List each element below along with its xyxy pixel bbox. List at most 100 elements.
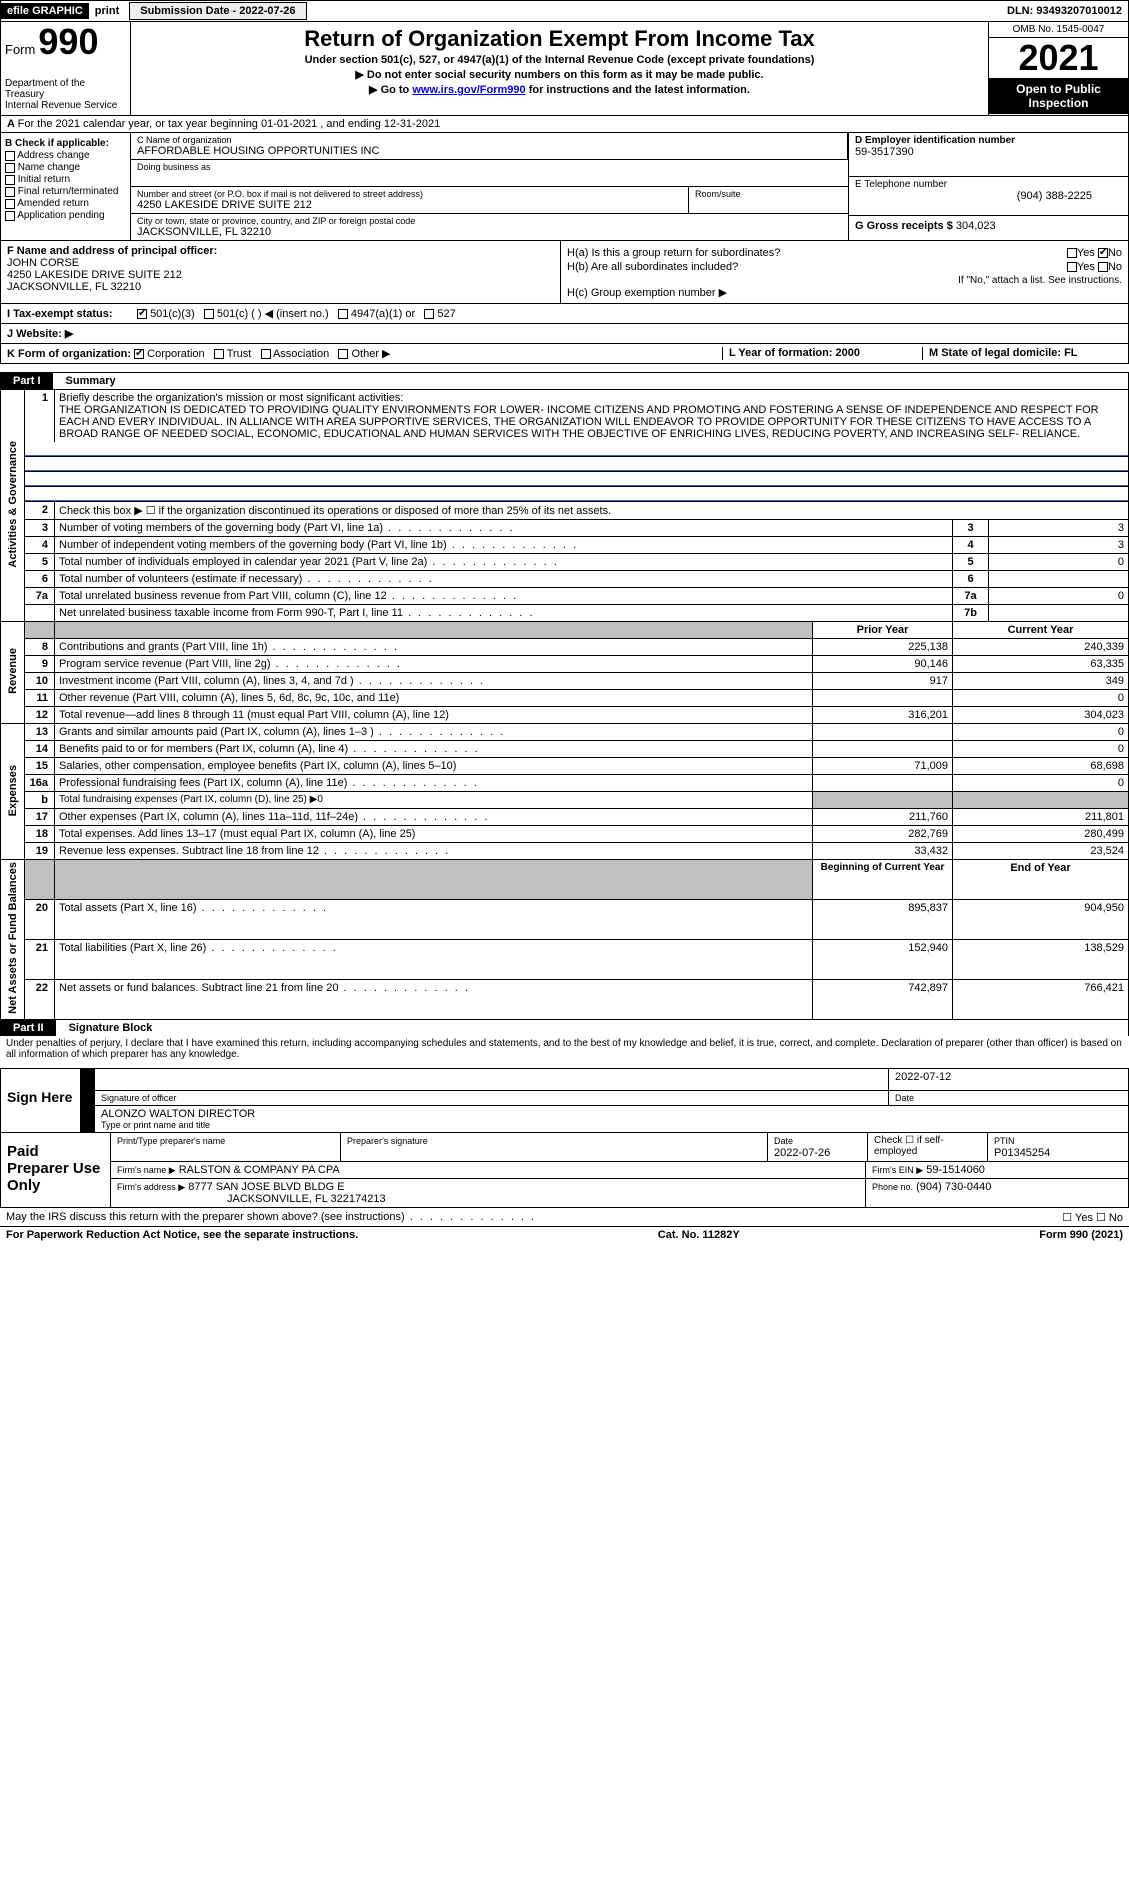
irs-link[interactable]: www.irs.gov/Form990 bbox=[412, 84, 525, 96]
cur-val: 349 bbox=[953, 673, 1129, 690]
f-label: F Name and address of principal officer: bbox=[7, 245, 554, 257]
name-label: Type or print name and title bbox=[101, 1120, 1122, 1130]
cur-val: 904,950 bbox=[953, 900, 1129, 940]
net-header-row: Net Assets or Fund BalancesBeginning of … bbox=[1, 860, 1129, 900]
firm-addr-lbl: Firm's address ▶ bbox=[117, 1182, 185, 1192]
line-text: Total assets (Part X, line 16) bbox=[59, 902, 328, 914]
prior-val: 895,837 bbox=[813, 900, 953, 940]
i-527[interactable]: 527 bbox=[424, 308, 455, 320]
i-4947[interactable]: 4947(a)(1) or bbox=[338, 308, 415, 320]
officer-name: JOHN CORSE bbox=[7, 257, 554, 269]
h-a-no: No bbox=[1108, 247, 1122, 259]
line-9-row: 9Program service revenue (Part VIII, lin… bbox=[1, 656, 1129, 673]
h-a-answer[interactable]: Yes No bbox=[1067, 247, 1122, 259]
line-7a-row: 7a Total unrelated business revenue from… bbox=[1, 588, 1129, 605]
i-opt: 501(c)(3) bbox=[150, 308, 195, 320]
header-center: Return of Organization Exempt From Incom… bbox=[131, 22, 988, 115]
line-num: 5 bbox=[25, 554, 55, 571]
sidebar-expenses: Expenses bbox=[1, 724, 25, 860]
k-opt: Corporation bbox=[147, 348, 204, 360]
opt-amended[interactable]: Amended return bbox=[5, 198, 126, 209]
cur-val: 0 bbox=[953, 775, 1129, 792]
g-label: G Gross receipts $ bbox=[855, 220, 953, 232]
line-17-row: 17Other expenses (Part IX, column (A), l… bbox=[1, 809, 1129, 826]
line-text: Revenue less expenses. Subtract line 18 … bbox=[59, 845, 450, 857]
m-domicile: M State of legal domicile: FL bbox=[922, 347, 1122, 360]
k-other[interactable]: Other ▶ bbox=[338, 348, 390, 360]
l-year-formation: L Year of formation: 2000 bbox=[722, 347, 922, 360]
cur-val-gray bbox=[953, 792, 1129, 809]
cat-no: Cat. No. 11282Y bbox=[358, 1229, 1039, 1241]
box-deg: D Employer identification number 59-3517… bbox=[848, 133, 1128, 240]
firm-ein: 59-1514060 bbox=[926, 1164, 985, 1176]
firm-phone-lbl: Phone no. bbox=[872, 1182, 913, 1192]
omb-number: OMB No. 1545-0047 bbox=[989, 22, 1128, 38]
sidebar-net-assets: Net Assets or Fund Balances bbox=[1, 860, 25, 1020]
line-val: 0 bbox=[989, 588, 1129, 605]
k-assoc[interactable]: Association bbox=[261, 348, 330, 360]
i-label: I Tax-exempt status: bbox=[7, 308, 137, 320]
k-corp[interactable]: Corporation bbox=[134, 348, 205, 360]
prior-year-hdr: Prior Year bbox=[813, 622, 953, 639]
row-a: A For the 2021 calendar year, or tax yea… bbox=[0, 115, 1129, 132]
row-a-label: A bbox=[7, 118, 15, 130]
line-num: 11 bbox=[25, 690, 55, 707]
opt-final-return[interactable]: Final return/terminated bbox=[5, 186, 126, 197]
row-j: J Website: ▶ bbox=[0, 323, 1129, 343]
k-trust[interactable]: Trust bbox=[214, 348, 252, 360]
submission-date-button[interactable]: Submission Date - 2022-07-26 bbox=[129, 2, 306, 20]
cur-val: 138,529 bbox=[953, 940, 1129, 980]
line-num: 6 bbox=[25, 571, 55, 588]
header-right: OMB No. 1545-0047 2021 Open to Public In… bbox=[988, 22, 1128, 115]
end-year-hdr: End of Year bbox=[953, 860, 1129, 900]
sign-date: 2022-07-12 bbox=[888, 1069, 1128, 1090]
line-22-row: 22Net assets or fund balances. Subtract … bbox=[1, 980, 1129, 1020]
opt-application[interactable]: Application pending bbox=[5, 210, 126, 221]
line-num: 4 bbox=[25, 537, 55, 554]
line-16b-row: bTotal fundraising expenses (Part IX, co… bbox=[1, 792, 1129, 809]
print-label[interactable]: print bbox=[89, 3, 125, 19]
city-label: City or town, state or province, country… bbox=[137, 216, 842, 226]
line-num: 13 bbox=[25, 724, 55, 741]
h-b-label: H(b) Are all subordinates included? bbox=[567, 261, 738, 273]
prior-val: 211,760 bbox=[813, 809, 953, 826]
room-label: Room/suite bbox=[695, 189, 842, 199]
line-val bbox=[989, 605, 1129, 622]
d-label: D Employer identification number bbox=[855, 135, 1122, 146]
prior-val: 90,146 bbox=[813, 656, 953, 673]
discuss-opts[interactable]: ☐ Yes ☐ No bbox=[1062, 1211, 1123, 1224]
line-text: Total expenses. Add lines 13–17 (must eq… bbox=[59, 828, 415, 840]
line-box: 6 bbox=[953, 571, 989, 588]
ptin-val: P01345254 bbox=[994, 1147, 1050, 1159]
line-text: Net unrelated business taxable income fr… bbox=[59, 607, 534, 619]
firm-addr2: JACKSONVILLE, FL 322174213 bbox=[227, 1193, 386, 1205]
line-14-row: 14Benefits paid to or for members (Part … bbox=[1, 741, 1129, 758]
i-501c3[interactable]: 501(c)(3) bbox=[137, 308, 195, 320]
line-box: 5 bbox=[953, 554, 989, 571]
line-num: 14 bbox=[25, 741, 55, 758]
opt-address-change[interactable]: Address change bbox=[5, 150, 126, 161]
line-15-row: 15Salaries, other compensation, employee… bbox=[1, 758, 1129, 775]
line-7b-row: Net unrelated business taxable income fr… bbox=[1, 605, 1129, 622]
prep-selfemp[interactable]: Check ☐ if self-employed bbox=[868, 1133, 988, 1161]
box-c: C Name of organization AFFORDABLE HOUSIN… bbox=[131, 133, 848, 240]
dept-label: Department of the Treasury bbox=[5, 78, 126, 100]
line-text: Total number of individuals employed in … bbox=[59, 556, 559, 568]
h-b-answer[interactable]: Yes No bbox=[1067, 261, 1122, 273]
line-num: 15 bbox=[25, 758, 55, 775]
c-label: C Name of organization bbox=[137, 135, 841, 145]
opt-name-change[interactable]: Name change bbox=[5, 162, 126, 173]
line-box: 7b bbox=[953, 605, 989, 622]
line-num: 12 bbox=[25, 707, 55, 724]
i-501c[interactable]: 501(c) ( ) ◀ (insert no.) bbox=[204, 307, 329, 320]
firm-name: RALSTON & COMPANY PA CPA bbox=[179, 1164, 340, 1176]
row-i: I Tax-exempt status: 501(c)(3) 501(c) ( … bbox=[0, 303, 1129, 323]
part2-name: Signature Block bbox=[57, 1020, 1128, 1036]
paperwork-notice: For Paperwork Reduction Act Notice, see … bbox=[6, 1229, 358, 1241]
box-h: H(a) Is this a group return for subordin… bbox=[561, 241, 1128, 303]
cur-val: 23,524 bbox=[953, 843, 1129, 860]
beg-year-hdr: Beginning of Current Year bbox=[813, 860, 953, 900]
line-21-row: 21Total liabilities (Part X, line 26)152… bbox=[1, 940, 1129, 980]
line-1-num: 1 bbox=[25, 390, 55, 443]
opt-initial-return[interactable]: Initial return bbox=[5, 174, 126, 185]
